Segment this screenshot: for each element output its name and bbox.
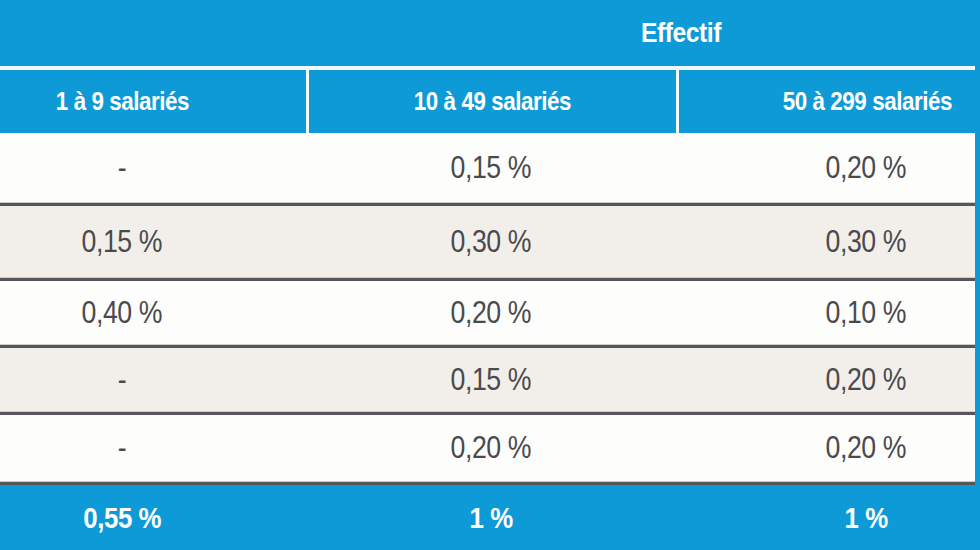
group-header-label: Effectif [641,0,721,66]
total-cell-c3: 1 % [676,485,980,550]
cell-r4-c2: 0,15 % [306,348,676,411]
table-row-1: - 0,15 % 0,20 % [0,133,980,202]
cell-r3-c2: 0,20 % [306,281,676,344]
total-cell-c1: 0,55 % [0,485,306,550]
cropped-right-column-edge [975,0,980,550]
cell-r1-c3: 0,20 % [676,133,980,202]
table-row-5: - 0,20 % 0,20 % [0,415,980,481]
cell-r3-c1: 0,40 % [0,281,306,344]
table-row-4: - 0,15 % 0,20 % [0,348,980,411]
cell-r2-c3: 0,30 % [676,206,980,277]
cell-r2-c1: 0,15 % [0,206,306,277]
column-header-10-49: 10 à 49 salariés [306,70,676,133]
column-header-row: 1 à 9 salariés 10 à 49 salariés 50 à 299… [0,70,980,133]
column-header-1-9: 1 à 9 salariés [0,70,306,133]
cell-r5-c3: 0,20 % [676,415,980,481]
cell-r4-c3: 0,20 % [676,348,980,411]
group-header-row: Effectif [0,0,980,66]
cell-r5-c2: 0,20 % [306,415,676,481]
staff-contribution-table: Effectif 1 à 9 salariés 10 à 49 salariés… [0,0,980,550]
table-row-2: 0,15 % 0,30 % 0,30 % [0,206,980,277]
cell-r3-c3: 0,10 % [676,281,980,344]
column-header-50-299: 50 à 299 salariés [676,70,980,133]
cell-r1-c1: - [0,133,306,202]
cell-r2-c2: 0,30 % [306,206,676,277]
cell-r4-c1: - [0,348,306,411]
totals-row: 0,55 % 1 % 1 % [0,485,980,550]
cell-r1-c2: 0,15 % [306,133,676,202]
table-row-3: 0,40 % 0,20 % 0,10 % [0,281,980,344]
cell-r5-c1: - [0,415,306,481]
total-cell-c2: 1 % [306,485,676,550]
